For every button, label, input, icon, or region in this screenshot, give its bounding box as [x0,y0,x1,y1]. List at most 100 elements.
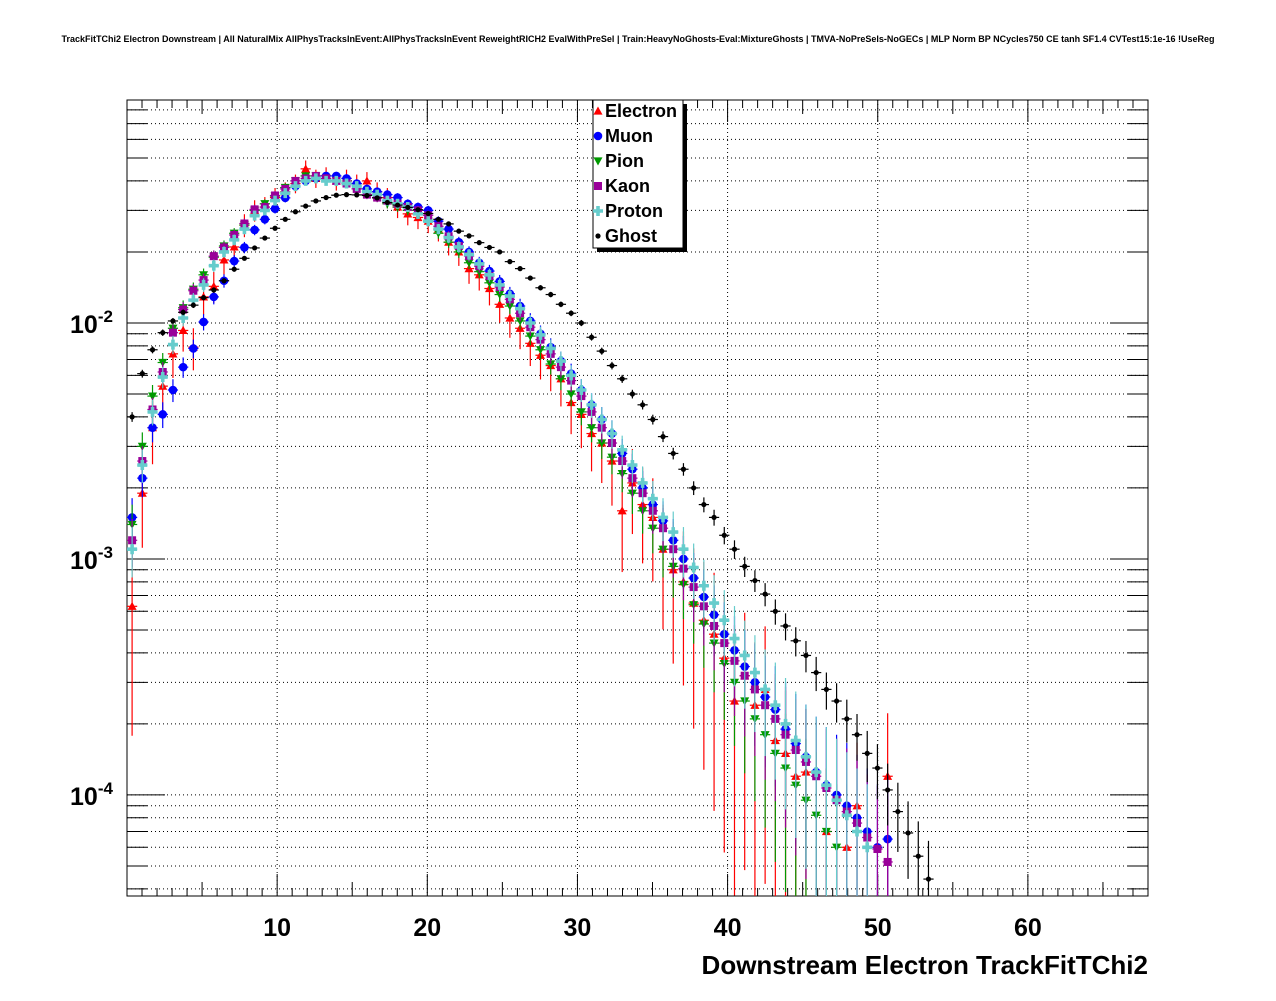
data-point [241,255,248,261]
data-point [239,224,250,235]
data-point [189,286,198,295]
data-point [597,439,607,448]
legend-label: Ghost [605,226,657,246]
data-point [606,428,617,439]
data-point [444,224,453,234]
data-point [555,356,566,367]
data-point [218,246,229,257]
data-point [343,192,350,198]
data-point [688,562,699,573]
data-point [384,199,390,206]
data-point [443,232,454,243]
legend-marker-cross-icon [593,206,603,216]
data-point [270,195,281,206]
y-tick-base: 10 [70,547,98,575]
data-point [874,765,881,771]
data-point [668,527,679,538]
data-point [250,225,259,235]
data-point [637,477,648,488]
data-point [486,244,493,251]
data-point [647,493,658,504]
data-point [780,718,791,729]
data-point [405,204,411,210]
data-point [310,173,321,184]
data-point [464,249,475,260]
data-point [361,186,372,197]
data-point [841,810,852,821]
data-point [394,202,401,208]
data-point [208,260,219,271]
data-point [435,216,442,222]
x-tick-label: 40 [714,914,742,942]
data-point [229,242,239,251]
data-point [701,501,707,508]
data-point [680,466,687,472]
data-point [252,245,258,251]
data-point [660,434,666,440]
data-point [221,278,227,284]
data-point [178,325,188,335]
data-point [474,258,485,269]
data-point [300,175,311,186]
data-point [770,700,781,711]
data-point [691,485,697,491]
data-point [525,317,536,328]
legend-label: Electron [605,101,677,121]
data-point [149,347,156,353]
data-point [596,414,607,425]
data-point [446,221,452,227]
data-point [301,164,311,173]
data-point [453,241,464,252]
data-point [362,176,372,185]
data-point [833,698,840,704]
legend-marker-circle-icon [593,131,603,141]
data-point [271,191,280,200]
data-point [423,216,434,227]
data-point [772,608,778,614]
data-point [180,309,186,315]
data-point [670,450,676,457]
data-point [190,302,196,308]
data-point [333,192,339,198]
data-point [782,623,789,629]
data-point [739,650,750,661]
data-point [578,320,584,326]
y-tick-base: 10 [70,783,98,811]
data-point [464,259,474,268]
x-tick-label: 30 [564,914,592,942]
data-point [484,279,494,288]
data-point [627,460,638,471]
series-proton [127,173,873,896]
data-point [272,225,278,231]
legend-marker-square-icon [594,182,602,190]
data-point [476,240,482,246]
data-point [127,544,138,555]
data-point [323,194,329,201]
legend-marker-dot-icon [595,233,601,239]
chart-title: TrackFitTChi2 Electron Downstream | All … [62,34,1215,44]
grid [127,100,1148,896]
data-point [168,328,177,337]
data-point [240,219,249,228]
data-point [198,279,209,290]
data-point [535,329,546,340]
data-point [678,544,689,555]
data-point [854,732,860,738]
data-point [729,633,740,644]
data-point [719,615,730,626]
data-point [536,346,546,355]
data-point [793,638,799,644]
data-point [231,266,237,272]
y-tick-exponent: -3 [98,543,113,562]
data-point [709,598,720,609]
data-point [129,414,135,420]
data-point [721,532,727,538]
data-point [364,192,370,199]
data-point [497,249,503,255]
data-point [711,514,717,521]
data-point [800,751,811,762]
data-point [178,362,188,372]
y-tick-exponent: -2 [98,307,113,326]
data-point [556,375,566,384]
